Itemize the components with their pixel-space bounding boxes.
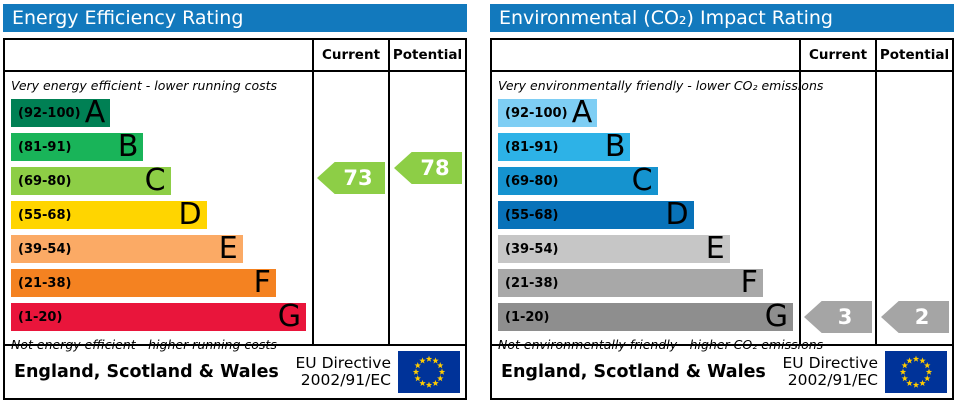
- co2-current-column-header: Current: [799, 40, 875, 72]
- band-letter: D: [178, 197, 202, 232]
- energy-header-spacer: [5, 40, 312, 72]
- directive-line1: EU Directive: [295, 353, 392, 372]
- directive-line2: 2002/91/EC: [787, 371, 878, 389]
- band-range-label: (39-54): [18, 241, 72, 257]
- band-letter: F: [740, 265, 758, 300]
- band-range-label: (39-54): [505, 241, 559, 257]
- band-range-label: (92-100): [18, 105, 81, 121]
- band-range-label: (21-38): [18, 275, 72, 291]
- energy-band-g: (1-20) G: [11, 299, 306, 334]
- co2-band-a: (92-100) A: [498, 95, 598, 130]
- co2-title-bar: Environmental (CO₂) Impact Rating: [490, 4, 954, 32]
- directive-line1: EU Directive: [782, 353, 879, 372]
- band-range-label: (21-38): [505, 275, 559, 291]
- band-letter: C: [144, 163, 166, 198]
- co2-band-f: (21-38) F: [498, 265, 763, 300]
- co2-chart-table: Current Potential Very environmentally f…: [490, 38, 954, 352]
- co2-band-e: (39-54) E: [498, 231, 730, 266]
- co2-band-b: (81-91) B: [498, 129, 631, 164]
- band-range-label: (55-68): [18, 207, 72, 223]
- energy-footer-region: England, Scotland & Wales: [14, 362, 279, 382]
- energy-eu-directive: EU Directive 2002/91/EC: [295, 353, 392, 390]
- energy-bottom-note: Not energy efficient - higher running co…: [11, 337, 277, 352]
- energy-title: Energy Efficiency Rating: [12, 7, 244, 29]
- energy-chart-table: Current Potential Very energy efficient …: [3, 38, 467, 352]
- co2-bottom-note: Not environmentally friendly - higher CO…: [498, 337, 824, 352]
- band-letter: F: [253, 265, 271, 300]
- co2-current-cell: 3: [799, 72, 875, 344]
- energy-band-d: (55-68) D: [11, 197, 207, 232]
- energy-band-c: (69-80) C: [11, 163, 171, 198]
- band-range-label: (92-100): [505, 105, 568, 121]
- energy-current-cell: 73: [312, 72, 388, 344]
- band-range-label: (55-68): [505, 207, 559, 223]
- band-range-label: (81-91): [18, 139, 72, 155]
- energy-rating-panel: Energy Efficiency Rating Current Potenti…: [3, 4, 467, 400]
- energy-band-e: (39-54) E: [11, 231, 243, 266]
- band-letter: B: [604, 129, 626, 164]
- co2-current-arrow: 3: [804, 301, 872, 333]
- band-letter: D: [665, 197, 689, 232]
- band-letter: G: [277, 299, 301, 334]
- co2-bands-area: Very environmentally friendly - lower CO…: [492, 72, 824, 352]
- co2-potential-value: 2: [914, 305, 930, 329]
- co2-potential-cell: 2: [875, 72, 952, 344]
- band-letter: A: [84, 95, 106, 130]
- energy-band-a: (92-100) A: [11, 95, 111, 130]
- energy-current-arrow: 73: [317, 162, 385, 194]
- co2-eu-directive: EU Directive 2002/91/EC: [782, 353, 879, 390]
- band-range-label: (69-80): [18, 173, 72, 189]
- band-letter: E: [218, 231, 238, 266]
- co2-footer: England, Scotland & Wales EU Directive 2…: [490, 344, 954, 400]
- energy-footer: England, Scotland & Wales EU Directive 2…: [3, 344, 467, 400]
- band-letter: E: [705, 231, 725, 266]
- energy-title-bar: Energy Efficiency Rating: [3, 4, 467, 32]
- co2-band-d: (55-68) D: [498, 197, 694, 232]
- co2-footer-region: England, Scotland & Wales: [501, 362, 766, 382]
- band-range-label: (1-20): [505, 309, 550, 325]
- energy-potential-arrow: 78: [394, 152, 462, 184]
- energy-top-note: Very energy efficient - lower running co…: [11, 78, 278, 93]
- energy-potential-column-header: Potential: [388, 40, 465, 72]
- co2-potential-column-header: Potential: [875, 40, 952, 72]
- band-range-label: (69-80): [505, 173, 559, 189]
- co2-current-value: 3: [837, 305, 853, 329]
- energy-band-b: (81-91) B: [11, 129, 144, 164]
- co2-top-note: Very environmentally friendly - lower CO…: [498, 78, 824, 93]
- co2-band-g: (1-20) G: [498, 299, 793, 334]
- co2-rating-panel: Environmental (CO₂) Impact Rating Curren…: [490, 4, 954, 400]
- energy-current-column-header: Current: [312, 40, 388, 72]
- co2-potential-arrow: 2: [881, 301, 949, 333]
- band-letter: C: [631, 163, 653, 198]
- directive-line2: 2002/91/EC: [300, 371, 391, 389]
- energy-current-value: 73: [343, 166, 373, 190]
- eu-flag-icon: [398, 351, 460, 393]
- band-range-label: (81-91): [505, 139, 559, 155]
- energy-potential-cell: 78: [388, 72, 465, 344]
- eu-flag-icon: [885, 351, 947, 393]
- band-letter: A: [571, 95, 593, 130]
- band-letter: G: [764, 299, 788, 334]
- band-range-label: (1-20): [18, 309, 63, 325]
- energy-bands-area: Very energy efficient - lower running co…: [5, 72, 312, 352]
- co2-header-spacer: [492, 40, 799, 72]
- energy-band-f: (21-38) F: [11, 265, 276, 300]
- band-letter: B: [117, 129, 139, 164]
- co2-band-c: (69-80) C: [498, 163, 658, 198]
- energy-potential-value: 78: [420, 156, 450, 180]
- co2-title: Environmental (CO₂) Impact Rating: [499, 7, 833, 29]
